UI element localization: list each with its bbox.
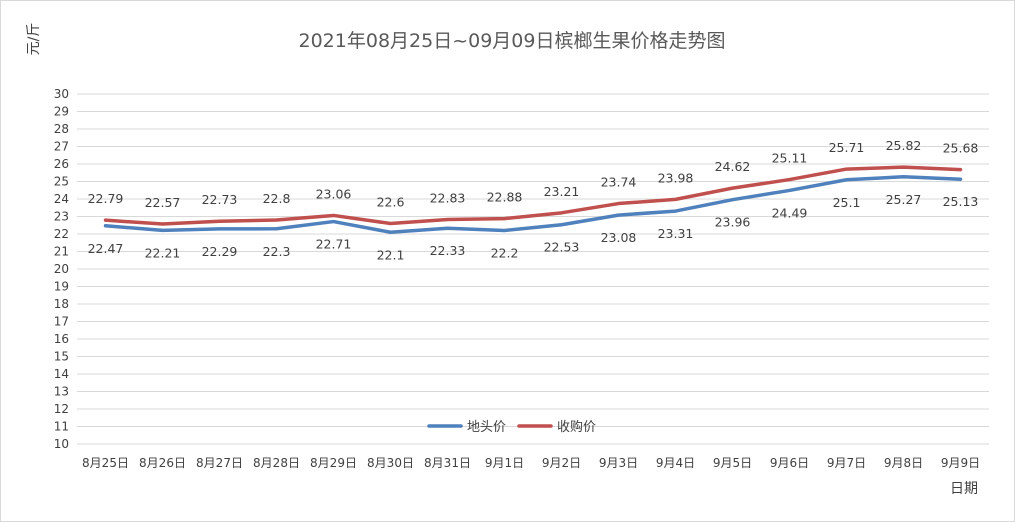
data-label: 25.1 <box>833 195 861 210</box>
data-label: 22.88 <box>487 190 523 205</box>
data-label: 23.74 <box>601 175 637 190</box>
y-tick-label: 27 <box>54 140 69 154</box>
data-label: 24.49 <box>772 205 808 220</box>
y-tick-label: 22 <box>54 227 69 241</box>
x-tick-label: 8月31日 <box>424 456 471 470</box>
data-label: 22.83 <box>430 190 466 205</box>
y-tick-label: 16 <box>54 332 69 346</box>
x-tick-label: 8月29日 <box>310 456 357 470</box>
x-tick-labels: 8月25日 8月26日 8月27日 8月28日 8月29日 8月30日 8月31日 9月1日 9… <box>82 456 980 470</box>
x-tick-label: 9月8日 <box>884 456 923 470</box>
y-tick-label: 24 <box>54 192 69 206</box>
series-lines <box>103 165 963 234</box>
data-label: 24.62 <box>715 159 751 174</box>
x-tick-label: 9月5日 <box>713 456 752 470</box>
data-label: 22.29 <box>202 244 238 259</box>
y-tick-label: 10 <box>54 437 69 451</box>
x-tick-label: 8月25日 <box>82 456 129 470</box>
data-label: 25.68 <box>943 141 979 156</box>
legend: 地头价 收购价 <box>427 419 596 435</box>
data-label: 22.3 <box>263 244 291 259</box>
data-label: 25.82 <box>886 138 922 153</box>
data-label: 22.79 <box>88 191 124 206</box>
y-tick-label: 26 <box>54 157 69 171</box>
x-tick-label: 9月4日 <box>656 456 695 470</box>
data-label: 22.73 <box>202 192 238 207</box>
x-axis-title: 日期 <box>950 481 978 497</box>
data-label: 22.21 <box>145 245 181 260</box>
y-tick-label: 28 <box>54 122 69 136</box>
data-label: 25.27 <box>886 192 922 207</box>
x-tick-label: 9月3日 <box>599 456 638 470</box>
x-tick-label: 8月28日 <box>253 456 300 470</box>
x-tick-label: 9月7日 <box>827 456 866 470</box>
y-tick-label: 15 <box>54 350 69 364</box>
x-tick-label: 9月1日 <box>485 456 524 470</box>
y-tick-label: 30 <box>54 87 69 101</box>
data-label: 22.57 <box>145 195 181 210</box>
y-tick-label: 25 <box>54 175 69 189</box>
data-label: 23.08 <box>601 230 637 245</box>
series-line-1 <box>103 165 963 226</box>
y-tick-label: 29 <box>54 105 69 119</box>
legend-label: 收购价 <box>557 419 596 435</box>
x-tick-label: 9月6日 <box>770 456 809 470</box>
data-label: 23.98 <box>658 170 694 185</box>
data-label: 22.8 <box>263 191 291 206</box>
y-tick-label: 14 <box>54 367 69 381</box>
y-tick-labels: 10 11 12 13 14 15 16 17 18 19 20 21 22 23 24 25 26 27 28 29… <box>54 87 69 451</box>
y-tick-label: 20 <box>54 262 69 276</box>
x-tick-label: 9月9日 <box>941 456 980 470</box>
data-label: 23.21 <box>544 184 580 199</box>
x-tick-label: 9月2日 <box>542 456 581 470</box>
x-tick-label: 8月30日 <box>367 456 414 470</box>
data-label: 22.2 <box>491 246 519 261</box>
data-label: 22.33 <box>430 243 466 258</box>
data-label: 22.71 <box>316 237 352 252</box>
y-tick-label: 13 <box>54 385 69 399</box>
data-labels: 22.47 22.21 22.29 22.3 22.71 22.1 22.33 22.2 22.… <box>88 138 979 262</box>
legend-label: 地头价 <box>467 420 506 435</box>
data-label: 22.53 <box>544 240 580 255</box>
data-label: 25.11 <box>772 151 808 166</box>
y-tick-label: 21 <box>54 245 69 259</box>
chart-title: 2021年08月25日~09月09日槟榔生果价格走势图 <box>299 30 726 52</box>
x-tick-label: 8月26日 <box>139 456 186 470</box>
data-label: 23.96 <box>715 215 751 230</box>
data-label: 25.13 <box>943 194 979 209</box>
y-tick-label: 17 <box>54 315 69 329</box>
y-tick-label: 19 <box>54 280 69 294</box>
data-label: 23.31 <box>658 226 694 241</box>
data-label: 25.71 <box>829 140 865 155</box>
y-tick-label: 12 <box>54 402 69 416</box>
data-label: 23.06 <box>316 186 352 201</box>
y-axis-title: 元/斤 <box>26 23 42 56</box>
y-tick-label: 23 <box>54 210 69 224</box>
x-tick-label: 8月27日 <box>196 456 243 470</box>
y-tick-label: 11 <box>54 420 69 434</box>
data-label: 22.1 <box>377 247 405 262</box>
data-label: 22.6 <box>377 195 405 210</box>
data-label: 22.47 <box>88 241 124 256</box>
y-tick-label: 18 <box>54 297 69 311</box>
series-line-0 <box>103 175 963 234</box>
